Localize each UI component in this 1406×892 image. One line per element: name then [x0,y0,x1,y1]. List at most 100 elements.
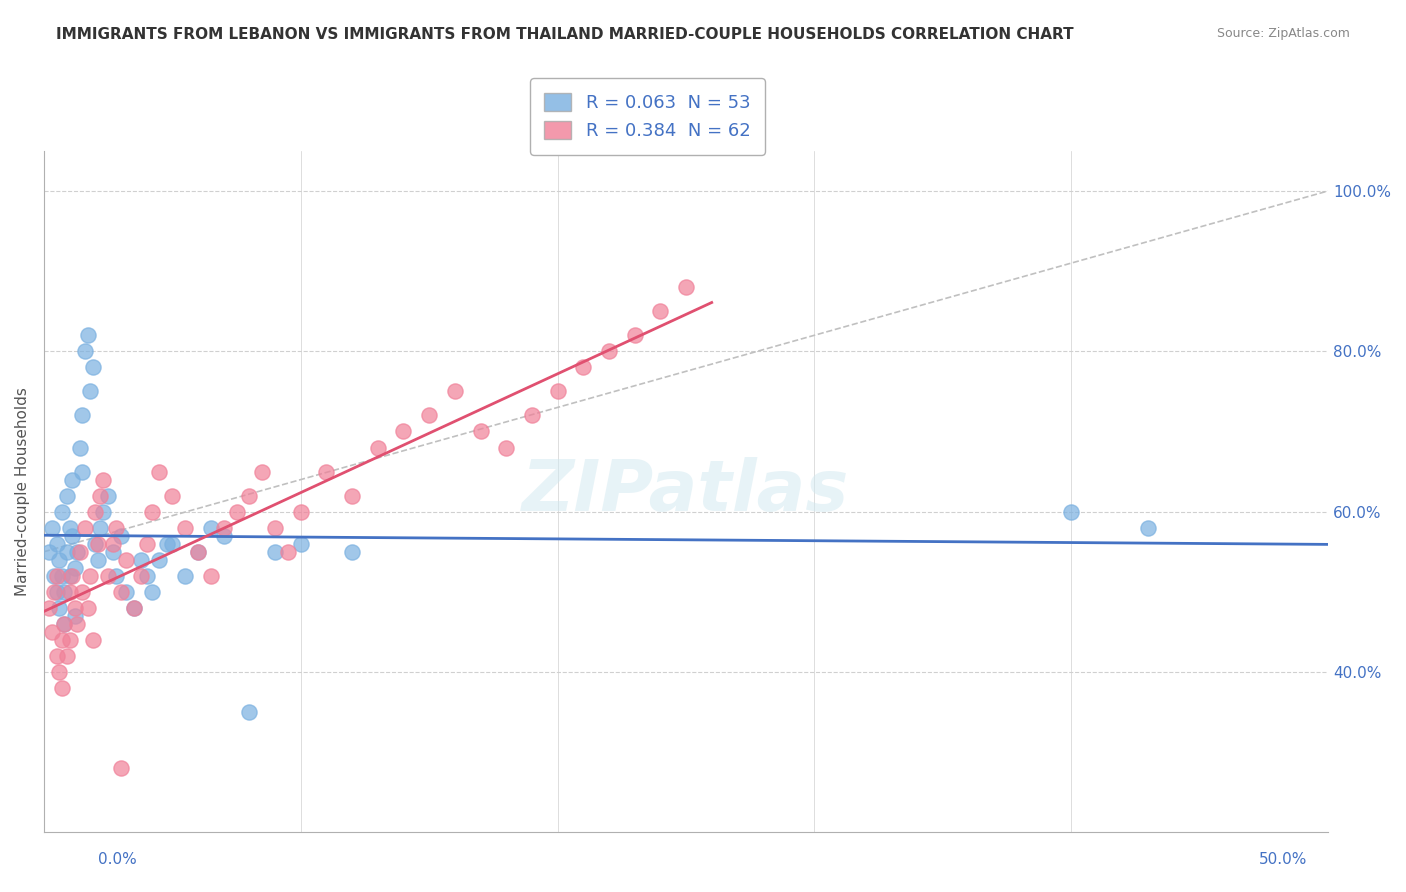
Point [418,409,440,423]
Point [110,585,132,599]
Point [162,537,184,551]
Point [200,569,222,583]
Point [60,569,83,583]
Point [340,489,363,503]
Point [91,473,114,487]
Point [76,328,98,343]
Point [60,473,83,487]
Point [290,505,312,519]
Point [623,328,645,343]
Point [66,545,89,559]
Point [69,545,91,559]
Point [51,505,73,519]
Point [104,569,127,583]
Point [650,304,672,318]
Point [44,585,66,599]
Point [1060,505,1083,519]
Point [51,681,73,695]
Point [212,529,235,543]
Point [156,537,179,551]
Point [187,545,209,559]
Point [135,569,157,583]
Point [58,632,80,647]
Point [122,600,145,615]
Point [200,521,222,535]
Text: IMMIGRANTS FROM LEBANON VS IMMIGRANTS FROM THAILAND MARRIED-COUPLE HOUSEHOLDS CO: IMMIGRANTS FROM LEBANON VS IMMIGRANTS FR… [56,27,1074,42]
Point [238,489,260,503]
Point [38,545,60,559]
Point [56,648,79,663]
Point [470,425,492,439]
Point [131,553,153,567]
Point [115,553,138,567]
Point [290,537,312,551]
Point [148,465,170,479]
Point [97,569,120,583]
Point [340,545,363,559]
Point [110,761,132,775]
Point [131,569,153,583]
Point [76,600,98,615]
Point [91,505,114,519]
Point [110,529,132,543]
Point [89,489,111,503]
Point [58,569,80,583]
Point [58,521,80,535]
Point [115,585,138,599]
Point [63,608,86,623]
Point [45,648,67,663]
Point [45,569,67,583]
Point [187,545,209,559]
Point [89,521,111,535]
Point [174,569,197,583]
Point [495,441,517,455]
Point [162,489,184,503]
Point [82,632,104,647]
Point [58,585,80,599]
Point [104,521,127,535]
Point [73,521,96,535]
Point [48,553,70,567]
Point [53,585,76,599]
Text: 0.0%: 0.0% [98,852,138,867]
Point [264,521,287,535]
Point [141,505,163,519]
Point [66,616,89,631]
Point [122,600,145,615]
Point [82,360,104,375]
Point [97,489,120,503]
Point [264,545,287,559]
Point [135,537,157,551]
Point [277,545,299,559]
Point [87,553,110,567]
Point [51,632,73,647]
Text: ZIPatlas: ZIPatlas [522,457,849,526]
Point [44,569,66,583]
Point [63,561,86,575]
Point [48,665,70,679]
Point [79,569,101,583]
Point [56,489,79,503]
Point [225,505,247,519]
Point [174,521,197,535]
Point [148,553,170,567]
Point [45,585,67,599]
Text: Source: ZipAtlas.com: Source: ZipAtlas.com [1216,27,1350,40]
Point [60,529,83,543]
Point [520,409,543,423]
Point [41,624,63,639]
Y-axis label: Married-couple Households: Married-couple Households [15,387,30,596]
Point [250,465,273,479]
Point [1137,521,1160,535]
Point [238,705,260,719]
Point [598,344,620,359]
Point [53,616,76,631]
Point [392,425,415,439]
Point [72,409,94,423]
Point [69,441,91,455]
Point [38,600,60,615]
Text: 50.0%: 50.0% [1260,852,1308,867]
Point [367,441,389,455]
Point [56,545,79,559]
Point [79,384,101,399]
